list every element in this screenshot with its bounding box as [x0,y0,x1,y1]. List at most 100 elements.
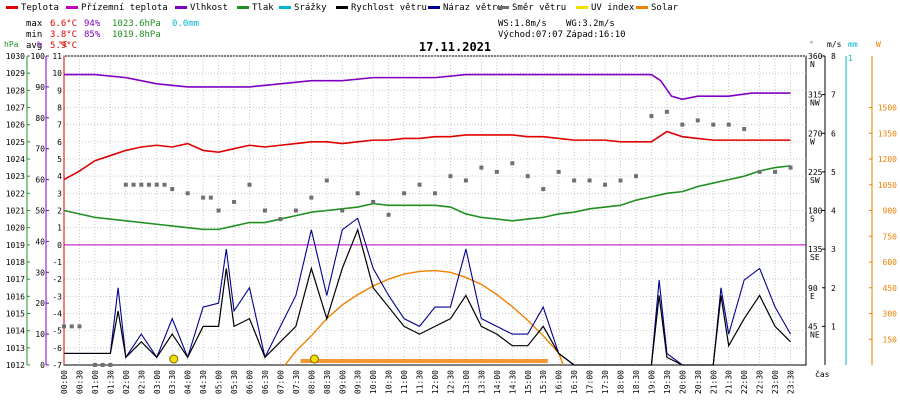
legend-swatch [636,6,648,9]
legend-label: Přízemní teplota [81,3,168,13]
wind-dir-point [448,174,453,179]
dir-tick-label: 360 [808,52,823,61]
wind-dir-point [123,182,128,187]
x-tick-label: 16:00 [555,370,564,394]
wind-dir-point [324,178,329,183]
wind-tick-label: 2 [831,284,836,293]
x-tick-label: 04:00 [184,370,193,394]
x-tick-label: 22:00 [740,370,749,394]
wind-dir-point [695,118,700,123]
wind-dir-point [309,195,314,200]
series-line-wind-gust [64,217,792,366]
x-tick-label: 08:30 [323,370,332,394]
hum-tick-label: 80 [35,114,45,123]
press-unit-label: hPa [4,40,19,49]
wind-dir-point [525,174,530,179]
x-tick-label: 23:30 [787,370,796,394]
press-tick-label: 1012 [6,361,25,370]
sunrise-info: Východ:07:07 [498,30,563,40]
wind-dir-point [541,187,546,192]
temp-tick-label: -2 [52,275,62,284]
hum-unit-label: % [37,40,42,49]
sun-marker [309,354,319,364]
solar-band [300,359,548,363]
x-tick-label: 15:00 [524,370,533,394]
legend-label: Vlhkost [190,3,228,13]
wind-tick-label: 5 [831,168,836,177]
solar-tick-label: 150 [883,335,898,344]
solar-tick-label: 1050 [878,181,897,190]
legend-label: Tlak [252,3,274,13]
wind-unit-label: m/s [827,40,842,49]
x-tick-label: 20:30 [694,370,703,394]
wind-dir-point [108,363,113,367]
wind-tick-label: 3 [831,245,836,254]
x-tick-label: 21:30 [725,370,734,394]
x-tick-label: 19:30 [663,370,672,394]
series-line-vlhkost [64,73,791,101]
wind-dir-point [216,208,221,213]
x-tick-label: 04:30 [199,370,208,394]
press-tick-label: 1017 [6,275,25,284]
dir-tick-label: 180 [808,207,823,216]
wind-dir-point [185,191,190,196]
wind-dir-point [69,324,74,329]
wind-dir-point [355,191,360,196]
dir-tick-label: 90 [808,284,818,293]
axis-unit-labels: hPa % °C ° m/s mm W čas [4,40,881,379]
hum-tick-label: 30 [35,268,45,277]
wind-dir-point [386,212,391,217]
series-line-solar [284,269,564,366]
series-line-teplota [63,130,791,181]
stat-min-label: min [26,30,42,40]
wind-dir-point [479,165,484,170]
solar-tick-label: 750 [883,232,898,241]
x-tick-label: 02:30 [137,370,146,394]
wind-tick-label: 8 [831,52,836,61]
wind-dir-point [293,208,298,213]
press-tick-label: 1025 [6,138,25,147]
wind-dir-point [62,324,66,329]
press-tick-label: 1018 [6,258,25,267]
legend-label: Rychlost větru [351,3,427,13]
x-tick-label: 10:00 [369,370,378,394]
hum-tick-label: 10 [35,330,45,339]
chart-legend: Teplota Přízemní teplota Vlhkost Tlak Srážky… [6,3,679,13]
stat-min-press: 1019.8hPa [112,30,161,40]
wind-dir-point [680,122,685,127]
wind-dir-point [139,182,144,187]
x-tick-label: 13:30 [477,370,486,394]
stat-max-temp: 6.6°C [50,19,77,29]
wind-tick-label: 4 [831,207,836,216]
wind-dir-point [247,182,252,187]
wind-dir-point [417,182,422,187]
wind-dir-point [77,324,82,329]
sun-marker [169,354,179,364]
x-tick-label: 18:00 [617,370,626,394]
x-tick-label: 02:00 [122,370,131,394]
temp-tick-label: 1 [57,224,62,233]
temp-tick-label: 5 [57,155,62,164]
legend-swatch [279,6,291,9]
sunset-info: Západ:16:10 [566,30,626,40]
solar-tick-label: 1200 [878,155,897,164]
dir-tick-name: SW [810,176,820,185]
x-tick-label: 20:00 [678,370,687,394]
dir-tick-name: W [810,137,815,146]
solar-tick-label: 600 [883,258,898,267]
wind-dir-point [572,178,577,183]
x-tick-label: 03:00 [153,370,162,394]
dir-tick-name: E [810,292,815,301]
wind-dir-point [433,191,437,196]
x-tick-label: 23:00 [771,370,780,394]
x-unit-label: čas [815,369,830,379]
rain-tick-label: 1 [848,54,853,63]
x-tick-label: 06:00 [246,370,255,394]
wind-gust-info: WG:3.2m/s [566,19,615,29]
stat-max-press: 1023.6hPa [112,19,161,29]
solar-tick-label: 1500 [878,104,897,113]
dir-tick-name: S [810,215,815,224]
x-tick-label: 12:00 [431,370,440,394]
